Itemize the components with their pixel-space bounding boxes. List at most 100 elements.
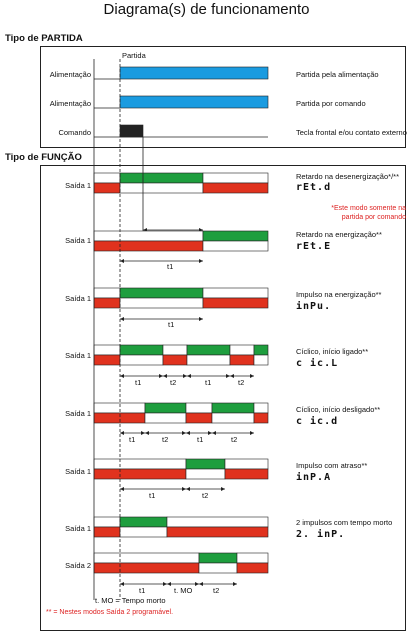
mode4-output-top: [119, 344, 164, 356]
mode7-t1-head: [163, 582, 167, 586]
time-label: t1: [135, 378, 142, 387]
mode4-span-head: [250, 374, 254, 378]
mode1-output-bottom: [119, 182, 204, 194]
mode-code: inPu.: [296, 301, 332, 312]
mode5-output-bottom: [211, 412, 255, 424]
mode3-output-bottom: [93, 297, 121, 309]
mode5-output-bottom: [144, 412, 187, 424]
mode-code: rEt.E: [296, 241, 332, 252]
mode3-output-top: [202, 287, 269, 299]
mode6-output-top: [93, 458, 187, 470]
mode3-t1-head: [120, 317, 124, 321]
mode5-span-head: [145, 431, 149, 435]
mode3-output-bottom: [202, 297, 269, 309]
mode-code: 2. inP.: [296, 529, 346, 540]
mode7-output2-top: [236, 552, 269, 564]
mode6-t1-head: [182, 487, 186, 491]
mode4-output-bottom: [93, 354, 121, 366]
mode-code: rEt.d: [296, 182, 332, 193]
mode4-output-bottom: [229, 354, 255, 366]
mode7-output1-bottom: [93, 526, 121, 538]
mode-desc: 2 impulsos com tempo morto: [296, 518, 393, 527]
mode-output-label: Saída 1: [65, 409, 91, 418]
mode4-span-head: [159, 374, 163, 378]
command-pulse: [119, 124, 144, 138]
mode2-output-bottom: [202, 240, 269, 252]
mode3-output-bottom: [119, 297, 204, 309]
mode7-output2-bottom: [236, 562, 269, 574]
partida-row-desc: Partida por comando: [296, 99, 366, 108]
mode4-output-bottom: [253, 354, 269, 366]
mode7-t2-head: [199, 582, 203, 586]
mode7-t2-head: [233, 582, 237, 586]
mode7-output1-top: [119, 516, 168, 528]
funcao-heading: Tipo de FUNÇÃO: [5, 152, 82, 163]
mode5-span-head: [182, 431, 186, 435]
mode5-output-top: [253, 402, 269, 414]
mode3-output-top: [119, 287, 204, 299]
mode5-output-bottom: [93, 412, 146, 424]
mode7-output1-top: [166, 516, 269, 528]
partida-row-desc: Tecla frontal e/ou contato externo: [296, 128, 407, 137]
mode7-t1-head: [120, 582, 124, 586]
time-label: t2: [170, 378, 177, 387]
mode7-output2-top: [198, 552, 238, 564]
time-label: t1: [205, 378, 212, 387]
mode4-output-bottom: [186, 354, 231, 366]
mode7-output2-top: [93, 552, 200, 564]
mode6-t2-head: [186, 487, 190, 491]
mode-note: *Este modo somente na partida por comand…: [331, 205, 406, 221]
mode2-output-top: [202, 230, 269, 242]
mode1-output-bottom: [93, 182, 121, 194]
mode4-span-head: [187, 374, 191, 378]
mode1-output-top: [202, 172, 269, 184]
partida-heading: Tipo de PARTIDA: [5, 33, 83, 44]
mode1-output-bottom: [202, 182, 269, 194]
time-label: t1: [197, 435, 204, 444]
mode-code: c ic.L: [296, 358, 339, 369]
mode-desc: Retardo na desenergização*/**: [296, 172, 399, 181]
mode7-output1-top: [93, 516, 121, 528]
mode5-output-bottom: [253, 412, 269, 424]
mode4-span-head: [226, 374, 230, 378]
mode5-output-bottom: [185, 412, 213, 424]
funcao-panel: [40, 165, 406, 631]
time-label: t1: [149, 491, 156, 500]
mode-output-label: Saída 1: [65, 351, 91, 360]
mode-code: c ic.d: [296, 416, 339, 427]
mode5-output-top: [144, 402, 187, 414]
time-label: t2: [213, 586, 220, 595]
time-label: t1: [139, 586, 146, 595]
mode7-output2-bottom: [198, 562, 238, 574]
footnote: ** = Nestes modos Saída 2 programável.: [46, 609, 174, 616]
mode4-output-top: [253, 344, 269, 356]
time-label: t1: [129, 435, 136, 444]
mode7-output1-bottom: [119, 526, 168, 538]
power-bar: [119, 95, 269, 109]
mode-output-label: Saída 1: [65, 524, 91, 533]
partida-row-label: Comando: [58, 128, 91, 137]
power-bar: [119, 66, 269, 80]
mode6-output-top: [224, 458, 269, 470]
mode6-t1-head: [120, 487, 124, 491]
mode3-output-top: [93, 287, 121, 299]
mode3-t1-head: [199, 317, 203, 321]
mode-output-label: Saída 1: [65, 294, 91, 303]
mode5-output-top: [211, 402, 255, 414]
mode4-span-head: [230, 374, 234, 378]
mode-desc: Cíclico, início ligado**: [296, 347, 369, 356]
mode5-span-head: [141, 431, 145, 435]
mode7-tmo-head: [195, 582, 199, 586]
mode2-t1-head: [199, 259, 203, 263]
mode-desc: Cíclico, início desligado**: [296, 405, 381, 414]
time-label: t. MO: [174, 586, 193, 595]
mode5-output-top: [185, 402, 213, 414]
mode6-output-bottom: [224, 468, 269, 480]
page-title: Diagrama(s) de funcionamento: [103, 1, 310, 18]
time-label: t1: [167, 262, 174, 271]
mode5-span-head: [186, 431, 190, 435]
mode6-output-top: [185, 458, 226, 470]
mode1-output-top: [119, 172, 204, 184]
mode4-output-top: [186, 344, 231, 356]
time-label: t2: [231, 435, 238, 444]
